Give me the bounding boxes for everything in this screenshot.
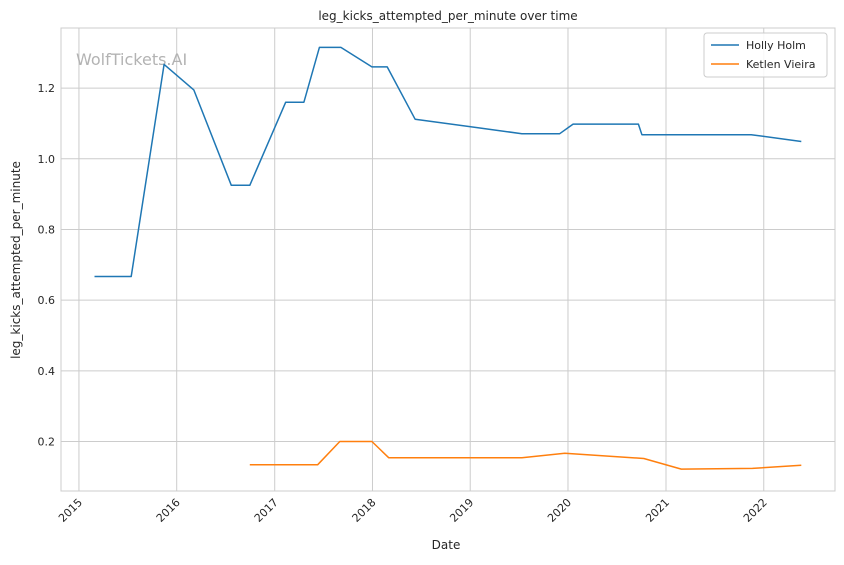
y-tick-label: 0.2 — [38, 436, 56, 449]
x-tick-label: 2022 — [741, 496, 770, 525]
chart-title: leg_kicks_attempted_per_minute over time — [318, 9, 577, 23]
series-lines — [94, 46, 802, 470]
x-tick-label: 2018 — [350, 496, 379, 525]
x-tick-label: 2021 — [643, 496, 672, 525]
plot-border — [60, 27, 836, 492]
x-tick-label: 2017 — [252, 496, 281, 525]
axes-frame — [60, 27, 836, 492]
y-tick-label: 0.8 — [38, 223, 56, 236]
x-tick-label: 2016 — [154, 496, 183, 525]
y-tick-label: 1.0 — [38, 153, 56, 166]
legend-label-holly-holm: Holly Holm — [746, 39, 806, 52]
y-tick-label: 0.4 — [38, 365, 56, 378]
series-line-ketlen-vieira — [249, 440, 802, 470]
legend-box — [703, 32, 828, 78]
watermark-text: WolfTickets.AI — [76, 50, 187, 69]
x-tick-label: 2020 — [545, 496, 574, 525]
y-axis-label: leg_kicks_attempted_per_minute — [9, 161, 23, 359]
y-tick-label: 0.6 — [38, 294, 56, 307]
plot-background — [61, 28, 835, 491]
x-tick-label: 2015 — [56, 496, 85, 525]
x-axis-label: Date — [432, 538, 461, 552]
x-tick-label: 2019 — [447, 496, 476, 525]
y-tick-label: 1.2 — [38, 82, 56, 95]
legend: Holly Holm Ketlen Vieira — [703, 32, 828, 78]
grid-lines — [61, 28, 835, 491]
series-line-holly-holm — [94, 46, 802, 278]
legend-label-ketlen-vieira: Ketlen Vieira — [746, 58, 815, 71]
